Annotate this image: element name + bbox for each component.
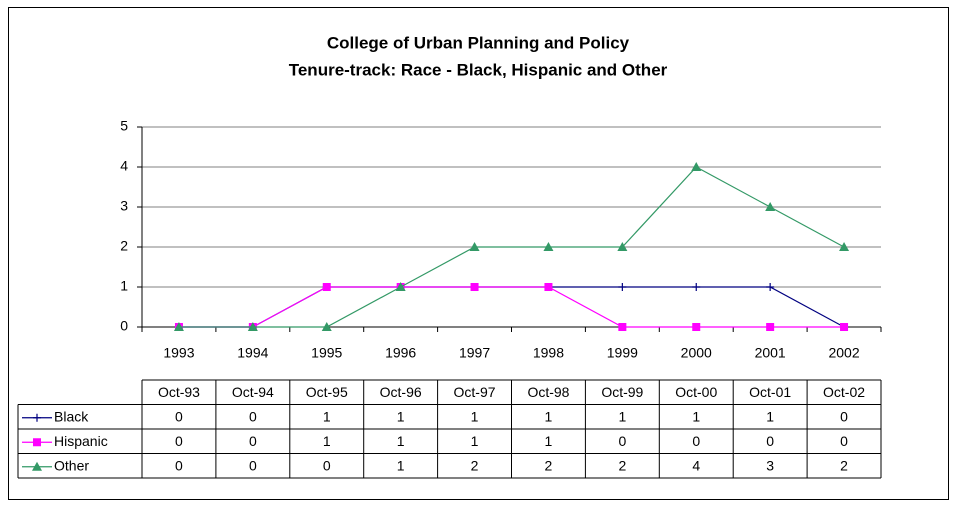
data-point — [617, 242, 628, 251]
data-point — [839, 242, 850, 251]
table-cell: 0 — [249, 433, 257, 449]
data-point — [692, 323, 701, 331]
legend-label: Other — [54, 457, 89, 473]
table-cell: 1 — [471, 408, 479, 424]
chart-border — [8, 7, 949, 500]
data-point — [691, 162, 702, 171]
y-tick-label: 1 — [120, 278, 128, 294]
series-line — [178, 286, 845, 328]
table-header: Oct-95 — [306, 384, 348, 400]
table-header: Oct-01 — [749, 384, 791, 400]
table-header: Oct-94 — [232, 384, 274, 400]
legend-marker — [32, 461, 42, 471]
data-point — [618, 283, 627, 291]
y-tick-label: 5 — [120, 118, 128, 134]
data-point — [765, 202, 776, 211]
x-tick-label: 1997 — [459, 345, 490, 361]
data-point — [247, 322, 258, 331]
table-cell: 1 — [397, 408, 405, 424]
x-tick-label: 1996 — [385, 345, 416, 361]
table-cell: 2 — [545, 457, 553, 473]
y-tick-label: 4 — [120, 158, 128, 174]
table-header: Oct-00 — [675, 384, 717, 400]
x-tick-label: 2000 — [681, 345, 712, 361]
data-point — [766, 283, 775, 291]
y-tick-label: 0 — [120, 318, 128, 334]
table-cell: 1 — [545, 408, 553, 424]
table-cell: 2 — [840, 457, 848, 473]
data-point — [395, 282, 406, 291]
y-tick-label: 3 — [120, 198, 128, 214]
x-tick-label: 1998 — [533, 345, 564, 361]
y-tick-label: 2 — [120, 238, 128, 254]
data-point — [321, 322, 332, 331]
table-header: Oct-02 — [823, 384, 865, 400]
data-point — [469, 242, 480, 251]
legend-label: Black — [54, 408, 89, 424]
table-cell: 0 — [766, 433, 774, 449]
x-tick-label: 2002 — [828, 345, 859, 361]
table-header: Oct-96 — [380, 384, 422, 400]
x-tick-label: 2001 — [755, 345, 786, 361]
table-cell: 0 — [249, 457, 257, 473]
table-cell: 0 — [175, 408, 183, 424]
table-cell: 0 — [840, 408, 848, 424]
data-point — [470, 283, 479, 291]
table-cell: 1 — [618, 408, 626, 424]
table-cell: 1 — [766, 408, 774, 424]
x-tick-label: 1994 — [237, 345, 268, 361]
table-cell: 0 — [618, 433, 626, 449]
table-header: Oct-93 — [158, 384, 200, 400]
data-point — [840, 323, 849, 331]
table-cell: 0 — [175, 433, 183, 449]
table-cell: 3 — [766, 457, 774, 473]
table-cell: 1 — [545, 433, 553, 449]
table-cell: 0 — [249, 408, 257, 424]
x-tick-label: 1999 — [607, 345, 638, 361]
legend-marker — [33, 413, 41, 422]
legend-label: Hispanic — [54, 433, 108, 449]
data-point — [544, 283, 553, 291]
data-point — [322, 283, 331, 291]
table-cell: 4 — [692, 457, 700, 473]
chart-subtitle: Tenure-track: Race - Black, Hispanic and… — [289, 60, 668, 79]
table-cell: 2 — [471, 457, 479, 473]
series-line — [178, 166, 845, 328]
chart-title: College of Urban Planning and Policy — [327, 33, 630, 52]
data-point — [618, 323, 627, 331]
table-cell: 0 — [840, 433, 848, 449]
table-cell: 0 — [175, 457, 183, 473]
data-point — [173, 322, 184, 331]
table-cell: 1 — [323, 433, 331, 449]
table-header: Oct-99 — [601, 384, 643, 400]
x-tick-label: 1993 — [163, 345, 194, 361]
data-point — [766, 323, 775, 331]
table-cell: 1 — [692, 408, 700, 424]
table-cell: 1 — [397, 457, 405, 473]
table-header: Oct-97 — [454, 384, 496, 400]
data-point — [543, 242, 554, 251]
data-point — [692, 283, 701, 291]
table-cell: 0 — [692, 433, 700, 449]
table-cell: 1 — [471, 433, 479, 449]
table-cell: 2 — [618, 457, 626, 473]
table-cell: 0 — [323, 457, 331, 473]
table-header: Oct-98 — [527, 384, 569, 400]
x-tick-label: 1995 — [311, 345, 342, 361]
table-cell: 1 — [397, 433, 405, 449]
legend-marker — [33, 438, 41, 447]
table-cell: 1 — [323, 408, 331, 424]
